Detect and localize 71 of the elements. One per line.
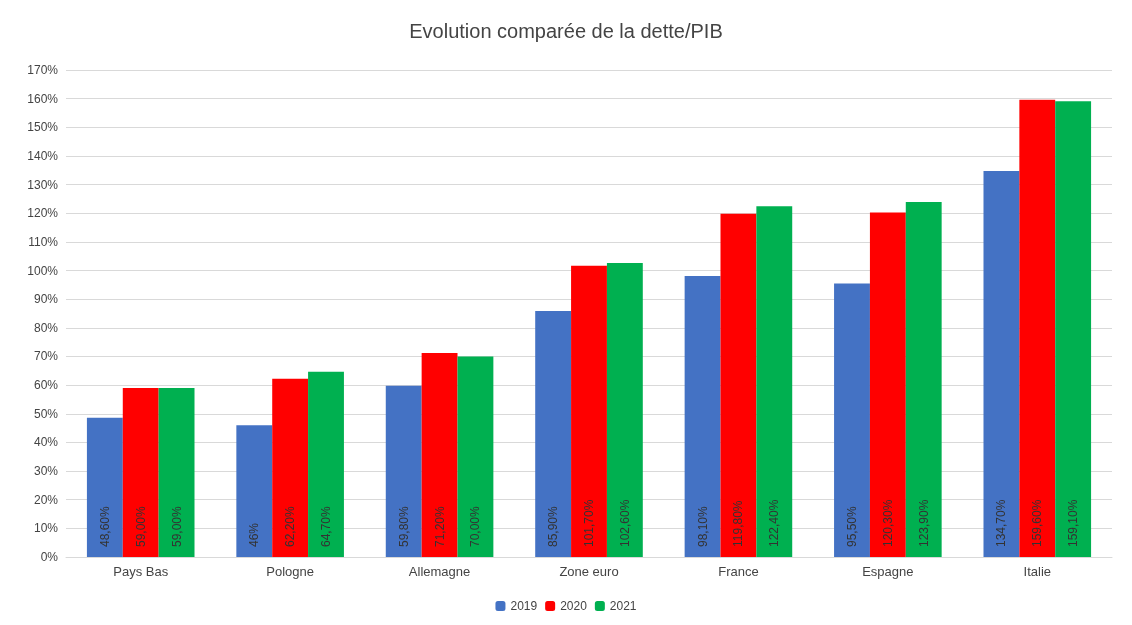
y-tick-label: 160% bbox=[27, 91, 59, 106]
bar bbox=[86, 417, 123, 557]
x-tick-label: Allemagne bbox=[408, 564, 471, 579]
y-tick-label: 80% bbox=[33, 320, 59, 335]
y-tick-label: 110% bbox=[28, 234, 59, 249]
bar bbox=[158, 387, 195, 557]
y-tick-label: 30% bbox=[33, 464, 59, 479]
data-label: 48,60% bbox=[97, 505, 112, 547]
bar bbox=[571, 265, 607, 557]
data-label: 98,10% bbox=[695, 505, 710, 547]
y-tick-label: 40% bbox=[33, 435, 59, 450]
y-tick-label: 0% bbox=[40, 550, 59, 564]
bar bbox=[756, 206, 793, 557]
data-label: 59,80% bbox=[396, 505, 411, 547]
bar bbox=[869, 212, 906, 557]
bar bbox=[272, 378, 309, 557]
legend-label: 2019 bbox=[510, 599, 538, 613]
bar bbox=[684, 275, 721, 557]
legend-label: 2021 bbox=[609, 599, 637, 613]
bar bbox=[606, 263, 643, 557]
bar bbox=[983, 171, 1020, 557]
data-label: 134,70% bbox=[994, 499, 1009, 547]
y-tick-label: 60% bbox=[33, 378, 59, 393]
bar bbox=[1019, 99, 1056, 557]
bar bbox=[457, 356, 494, 557]
data-label: 123,90% bbox=[916, 499, 931, 547]
y-tick-label: 20% bbox=[33, 492, 59, 507]
data-label: 120,30% bbox=[880, 499, 895, 547]
data-label: 122,40% bbox=[767, 499, 782, 547]
bar bbox=[834, 283, 870, 557]
data-label: 71,20% bbox=[432, 505, 447, 547]
x-tick-label: Pays Bas bbox=[113, 564, 169, 579]
data-label: 101,70% bbox=[582, 499, 596, 547]
bar bbox=[1055, 101, 1092, 557]
x-tick-label: Italie bbox=[1023, 564, 1052, 579]
bar bbox=[385, 385, 422, 557]
y-tick-label: 170% bbox=[27, 63, 59, 77]
data-label: 64,70% bbox=[319, 505, 334, 547]
bar bbox=[421, 353, 458, 557]
chart-title: Evolution comparée de la dette/PIB bbox=[409, 20, 723, 42]
y-tick-label: 150% bbox=[27, 120, 59, 135]
data-label: 159,10% bbox=[1066, 499, 1081, 547]
bar bbox=[905, 202, 942, 557]
data-label: 59,00% bbox=[133, 505, 148, 547]
data-label: 46% bbox=[247, 522, 262, 547]
x-tick-label: Pologne bbox=[266, 564, 314, 579]
y-tick-label: 140% bbox=[27, 148, 59, 163]
x-tick-label: France bbox=[718, 564, 759, 579]
y-tick-label: 70% bbox=[33, 349, 59, 364]
data-label: 59,00% bbox=[169, 505, 184, 547]
data-label: 102,60% bbox=[617, 499, 632, 547]
data-label: 159,60% bbox=[1030, 499, 1045, 547]
y-tick-label: 90% bbox=[33, 292, 59, 307]
data-label: 85,90% bbox=[546, 505, 561, 547]
x-tick-label: Zone euro bbox=[559, 564, 619, 579]
bar bbox=[535, 310, 572, 557]
bar bbox=[236, 425, 273, 557]
bar bbox=[122, 387, 159, 557]
y-tick-label: 120% bbox=[27, 206, 59, 221]
x-tick-label: Espagne bbox=[862, 564, 914, 579]
data-label: 95,50% bbox=[844, 505, 859, 547]
data-label: 70,00% bbox=[468, 505, 483, 547]
y-tick-label: 50% bbox=[33, 406, 59, 421]
data-label: 119,80% bbox=[731, 500, 746, 547]
y-tick-label: 100% bbox=[27, 263, 59, 278]
data-label: 62,20% bbox=[283, 505, 298, 547]
y-tick-label: 130% bbox=[27, 177, 59, 192]
legend-label: 2020 bbox=[560, 599, 588, 613]
bar bbox=[308, 371, 344, 557]
bar bbox=[720, 213, 757, 557]
y-tick-label: 10% bbox=[33, 521, 59, 536]
